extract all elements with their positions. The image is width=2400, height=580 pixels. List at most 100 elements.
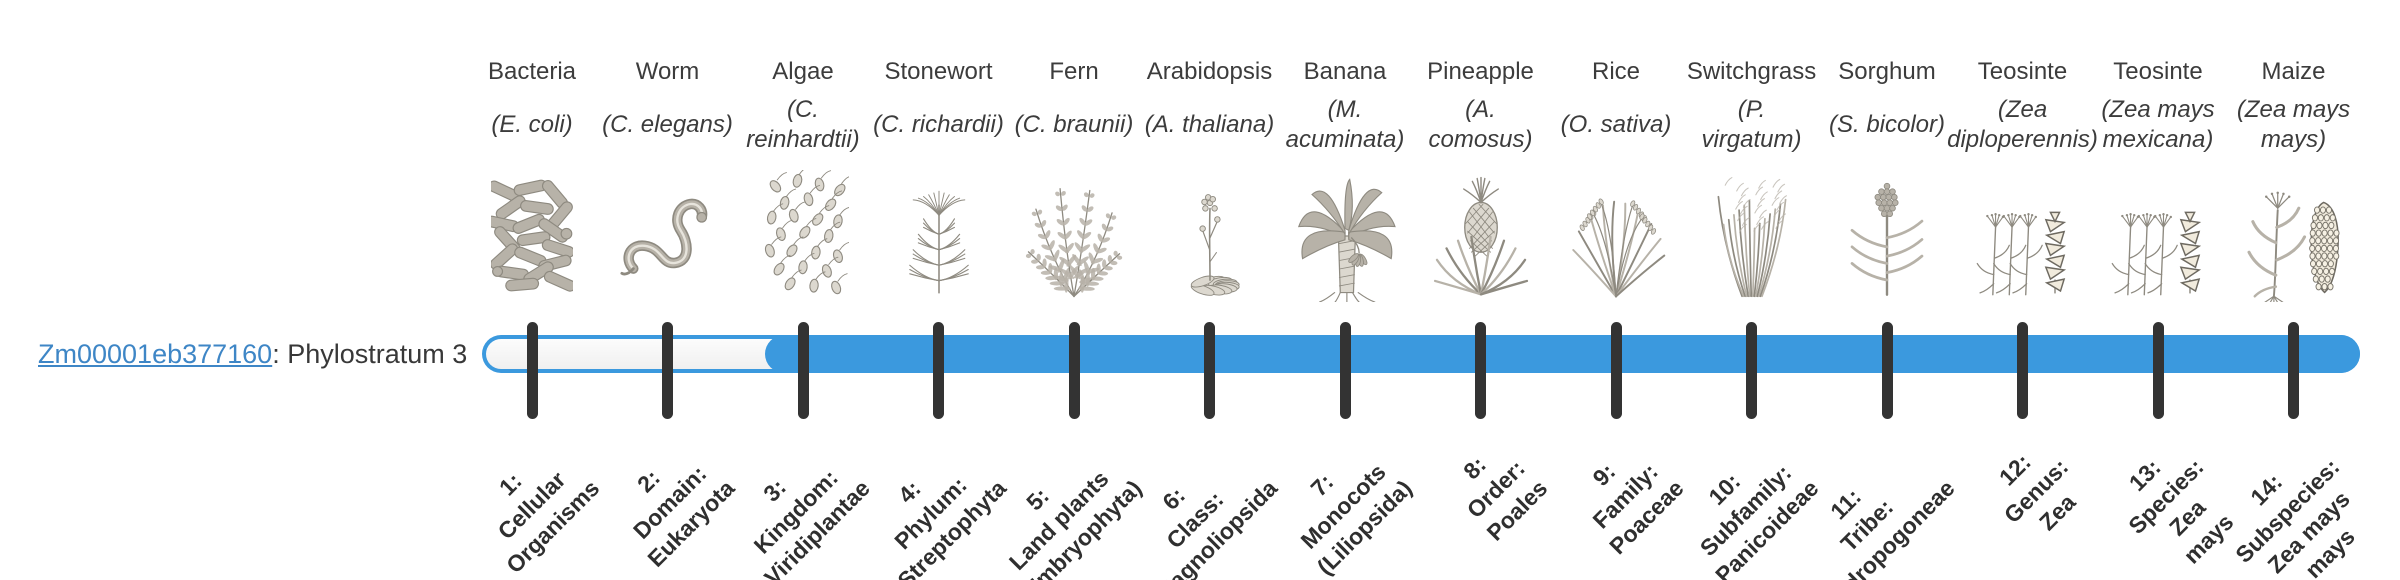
organism-latin-name: (Zea diploperennis) — [1947, 94, 2098, 156]
phylostratum-tick — [1746, 322, 1757, 419]
phylostratum-tick-label: 8: Order: Poales — [1438, 431, 1554, 547]
organism-name: Algae — [772, 58, 834, 85]
gene-label: Zm00001eb377160: Phylostratum 3 — [38, 338, 467, 370]
teosinte-icon — [2102, 156, 2214, 302]
organism-column: Worm (C. elegans) — [600, 56, 736, 302]
phylostratum-tick — [662, 322, 673, 419]
gene-phylostratum-text: : Phylostratum 3 — [272, 339, 468, 369]
phylostratum-tick-label: 7: Monocots (Liliopsida) — [1268, 431, 1418, 580]
organism-column: Bacteria (E. coli) — [464, 56, 600, 302]
phylostratum-tick — [2017, 322, 2028, 419]
organism-column: Maize (Zea mays mays) — [2226, 56, 2362, 302]
organism-latin-line: virgatum) — [1701, 126, 1802, 153]
stonewort-icon — [896, 156, 982, 302]
organism-latin-line: (C. — [786, 96, 819, 123]
organism-latin-line: diploperennis) — [1947, 126, 2098, 153]
organism-name: Maize — [2261, 58, 2326, 85]
organism-column: Stonewort (C. richardii) — [871, 56, 1007, 302]
organism-latin-line: (P. — [1737, 96, 1766, 123]
organism-column: Teosinte (Zea mays mexicana) — [2090, 56, 2226, 302]
organism-latin-line: acuminata) — [1285, 126, 1405, 153]
organism-latin-name: (C. richardii) — [873, 94, 1004, 156]
worm-icon — [620, 156, 715, 302]
phylostratum-tick-label: 14: Subspecies: Zea mays mays — [2208, 431, 2389, 580]
organism-latin-name: (Zea mays mexicana) — [2101, 94, 2214, 156]
organism-latin-name: (P. virgatum) — [1701, 94, 1801, 156]
phylostratum-tick — [1068, 322, 1080, 419]
organism-latin-name: (A. thaliana) — [1145, 94, 1274, 156]
sorghum-icon — [1841, 156, 1933, 302]
organism-latin-line: (M. — [1327, 96, 1363, 123]
organism-latin-line: (C. braunii) — [1014, 111, 1134, 138]
organism-latin-name: (C. braunii) — [1015, 94, 1134, 156]
organism-latin-line: comosus) — [1428, 126, 1533, 153]
organism-column: Switchgrass (P. virgatum) — [1684, 56, 1820, 302]
phylostratum-tick-label: 3: Kingdom: Viridiplantae — [716, 431, 877, 580]
banana-icon — [1287, 156, 1403, 302]
organism-latin-line: (Zea mays — [2101, 96, 2215, 123]
phylostratum-tick — [1475, 322, 1486, 419]
phylostratum-tick — [933, 322, 944, 419]
organism-latin-line: (A. thaliana) — [1144, 111, 1275, 138]
phylostratum-tick — [2152, 322, 2164, 419]
bacteria-icon — [491, 156, 573, 302]
organism-latin-line: mays) — [2260, 126, 2327, 153]
organism-latin-name: (C. elegans) — [602, 94, 733, 156]
organism-latin-line: (A. — [1465, 96, 1496, 123]
phylostratum-tick-label: 1: Cellular Organisms — [457, 431, 606, 580]
organism-name: Teosinte — [1977, 58, 2068, 85]
organism-name: Arabidopsis — [1146, 58, 1273, 85]
organism-column: Arabidopsis (A. thaliana) — [1142, 56, 1278, 302]
phylostratum-tick-label: 12: Genus: Zea — [1976, 431, 2096, 551]
phylostratum-tick-label: 9: Family: Poaceae — [1560, 431, 1690, 561]
organism-column: Teosinte (Zea diploperennis) — [1947, 56, 2098, 302]
timeline-bar — [482, 335, 2360, 373]
phylostratum-tick — [1339, 322, 1351, 419]
organism-column: Rice (O. sativa) — [1548, 56, 1684, 302]
switchgrass-icon — [1702, 156, 1802, 302]
organism-latin-line: (C. richardii) — [873, 111, 1004, 138]
organism-latin-line: (C. elegans) — [602, 111, 733, 138]
organism-name: Stonewort — [884, 58, 993, 85]
organism-latin-name: (Zea mays mays) — [2237, 94, 2350, 156]
gene-link[interactable]: Zm00001eb377160 — [38, 339, 273, 369]
organism-name: Pineapple — [1427, 58, 1534, 85]
organism-latin-name: (A. comosus) — [1428, 94, 1532, 156]
organism-latin-line: mexicana) — [2102, 126, 2214, 153]
organism-name: Worm — [635, 58, 700, 85]
arabidopsis-icon — [1164, 156, 1256, 302]
organism-column: Pineapple (A. comosus) — [1413, 56, 1549, 302]
phylostratum-tick-label: 2: Domain: Eukaryota — [599, 431, 741, 573]
organism-column: Sorghum (S. bicolor) — [1819, 56, 1955, 302]
pineapple-icon — [1433, 156, 1529, 302]
timeline-track-empty — [486, 339, 799, 369]
organism-latin-name: (E. coli) — [491, 94, 572, 156]
organism-latin-name: (S. bicolor) — [1829, 94, 1945, 156]
phylostratum-tick — [1204, 322, 1215, 419]
rice-icon — [1562, 156, 1670, 302]
organism-latin-name: (O. sativa) — [1561, 94, 1672, 156]
organism-latin-name: (C. reinhardtii) — [746, 94, 859, 156]
organism-name: Rice — [1591, 58, 1640, 85]
organism-latin-line: reinhardtii) — [746, 126, 860, 153]
timeline-fill — [765, 335, 2360, 373]
organism-column: Fern (C. braunii) — [1006, 56, 1142, 302]
organism-latin-line: (S. bicolor) — [1828, 111, 1946, 138]
fern-icon — [1018, 156, 1130, 302]
organism-latin-name: (M. acuminata) — [1286, 94, 1405, 156]
phylostratum-tick — [1610, 322, 1622, 419]
organism-latin-line: (O. sativa) — [1560, 111, 1672, 138]
organism-name: Fern — [1049, 58, 1099, 85]
organism-name: Bacteria — [487, 58, 577, 85]
phylostratum-tick — [1881, 322, 1893, 419]
organism-column: Banana (M. acuminata) — [1277, 56, 1413, 302]
organism-name: Switchgrass — [1686, 58, 1817, 85]
organism-name: Teosinte — [2113, 58, 2203, 85]
maize-icon — [2236, 156, 2352, 302]
organism-latin-line: (Zea — [1997, 96, 2048, 123]
organism-name: Banana — [1303, 58, 1387, 85]
organism-latin-line: (Zea mays — [2236, 96, 2351, 123]
organism-name: Sorghum — [1838, 58, 1936, 85]
organism-column: Algae (C. reinhardtii) — [735, 56, 871, 302]
